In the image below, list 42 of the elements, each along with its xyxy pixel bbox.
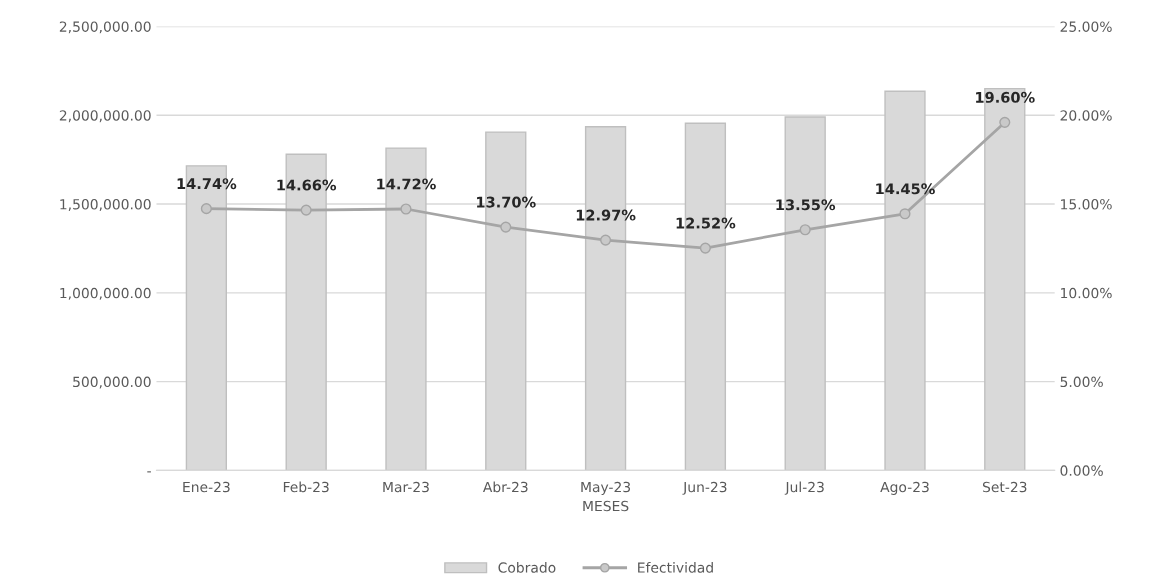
point	[600, 234, 612, 246]
y-tick-label: 500,000.00	[73, 376, 151, 389]
y-tick-label: 2,500,000.00	[59, 21, 151, 34]
y-tick-label: 2,000,000.00	[59, 110, 151, 123]
data-label: 14.66%	[277, 179, 337, 191]
y2-tick-label: 15.00%	[1061, 199, 1112, 210]
y2-tick-label: 20.00%	[1060, 110, 1112, 121]
point	[899, 208, 911, 220]
x-tick-label: Jul-23	[784, 481, 824, 495]
x-tick-label: Mar-23	[383, 481, 429, 493]
point	[999, 116, 1011, 128]
x-tick-label: Ago-23	[880, 481, 929, 495]
legend-label: Efectividad	[638, 562, 713, 573]
legend-label: Cobrado	[498, 562, 556, 573]
x-tick-label: Feb-23	[283, 481, 329, 493]
y2-tick-label: 25.00%	[1060, 21, 1112, 32]
y-tick-label: -	[147, 471, 151, 473]
point	[300, 204, 312, 216]
point	[200, 203, 212, 215]
x-tick-label: Set-23	[982, 481, 1027, 493]
x-tick-label: Jun-23	[682, 481, 727, 495]
x-tick-label: Abr-23	[482, 481, 528, 493]
data-label: 13.55%	[776, 199, 836, 211]
data-label: 19.60%	[976, 91, 1035, 103]
x-tick-label: Ene-23	[183, 481, 230, 493]
point	[500, 221, 512, 233]
y2-tick-label: 10.00%	[1061, 287, 1112, 299]
data-label: 14.72%	[377, 178, 436, 190]
x-tick-label: May-23	[581, 481, 631, 495]
data-label: 13.70%	[477, 196, 536, 208]
y-tick-label: 1,500,000.00	[60, 199, 151, 211]
point	[799, 224, 811, 236]
y2-tick-label: 0.00%	[1060, 465, 1103, 476]
y-tick-label: 1,000,000.00	[60, 287, 151, 300]
data-label: 12.52%	[676, 217, 736, 229]
data-label: 14.74%	[177, 178, 237, 190]
x-axis-title: MESES	[583, 500, 629, 512]
data-label: 14.45%	[876, 183, 935, 195]
y2-tick-label: 5.00%	[1060, 376, 1103, 388]
point	[699, 242, 711, 254]
data-label: 12.97%	[576, 209, 636, 221]
point	[400, 203, 412, 215]
